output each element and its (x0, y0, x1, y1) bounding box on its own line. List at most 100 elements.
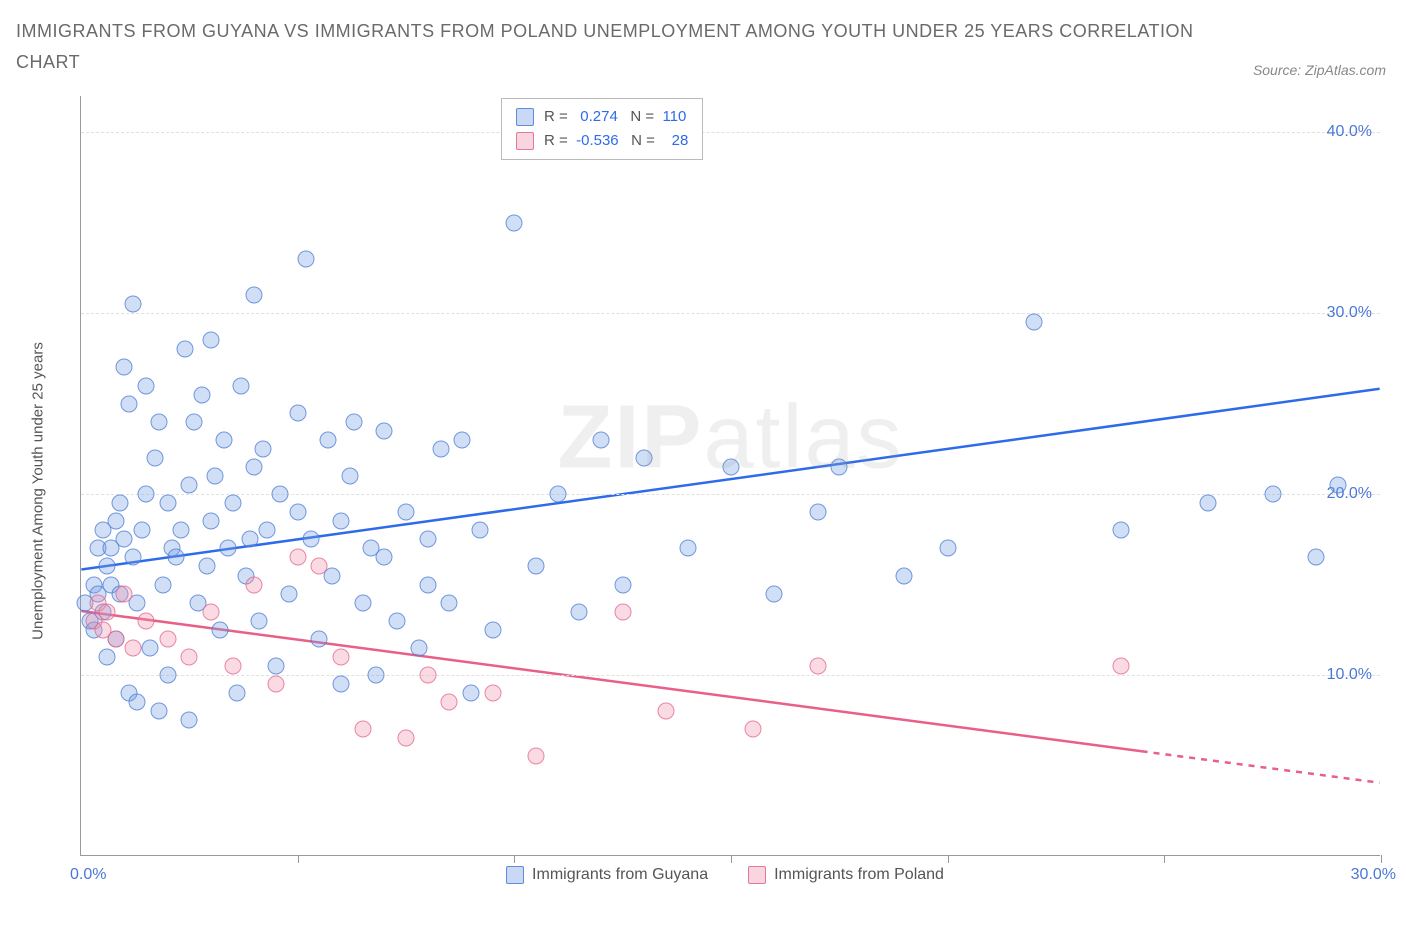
data-point-guyana (99, 558, 116, 575)
data-point-guyana (463, 685, 480, 702)
legend-swatch-icon (516, 108, 534, 126)
data-point-guyana (333, 676, 350, 693)
legend-swatch-icon (506, 866, 524, 884)
data-point-guyana (471, 522, 488, 539)
data-point-poland (224, 658, 241, 675)
data-point-poland (614, 603, 631, 620)
data-point-guyana (302, 531, 319, 548)
data-point-guyana (1199, 495, 1216, 512)
source-label: Source: ZipAtlas.com (1253, 62, 1386, 78)
data-point-guyana (107, 513, 124, 530)
data-point-guyana (1329, 477, 1346, 494)
data-point-guyana (172, 522, 189, 539)
data-point-guyana (185, 413, 202, 430)
data-point-guyana (125, 549, 142, 566)
series-legend-item-guyana: Immigrants from Guyana (506, 866, 708, 884)
data-point-poland (528, 748, 545, 765)
data-point-poland (246, 576, 263, 593)
y-tick-label: 10.0% (1327, 666, 1372, 684)
data-point-guyana (233, 377, 250, 394)
data-point-guyana (207, 468, 224, 485)
data-point-guyana (229, 685, 246, 702)
data-point-guyana (549, 486, 566, 503)
data-point-guyana (142, 639, 159, 656)
data-point-guyana (614, 576, 631, 593)
y-tick-label: 40.0% (1327, 123, 1372, 141)
data-point-guyana (289, 504, 306, 521)
data-point-guyana (112, 495, 129, 512)
data-point-guyana (138, 377, 155, 394)
data-point-guyana (116, 359, 133, 376)
x-tick (298, 855, 299, 863)
data-point-guyana (198, 558, 215, 575)
data-point-guyana (255, 440, 272, 457)
data-point-guyana (441, 594, 458, 611)
data-point-poland (419, 667, 436, 684)
data-point-guyana (151, 413, 168, 430)
data-point-guyana (341, 468, 358, 485)
data-point-poland (116, 585, 133, 602)
data-point-guyana (151, 703, 168, 720)
legend-row-poland: R = -0.536 N = 28 (516, 129, 688, 153)
data-point-poland (1113, 658, 1130, 675)
data-point-guyana (268, 658, 285, 675)
regression-line-guyana (81, 389, 1379, 570)
legend-row-guyana: R = 0.274 N = 110 (516, 105, 688, 129)
y-axis-title: Unemployment Among Youth under 25 years (30, 342, 47, 640)
data-point-guyana (432, 440, 449, 457)
data-point-guyana (320, 431, 337, 448)
data-point-guyana (896, 567, 913, 584)
data-point-poland (181, 648, 198, 665)
data-point-poland (333, 648, 350, 665)
data-point-guyana (376, 549, 393, 566)
data-point-guyana (831, 458, 848, 475)
data-point-guyana (194, 386, 211, 403)
series-legend-label: Immigrants from Poland (774, 866, 944, 884)
series-legend-item-poland: Immigrants from Poland (748, 866, 944, 884)
data-point-guyana (419, 576, 436, 593)
data-point-guyana (723, 458, 740, 475)
data-point-guyana (246, 287, 263, 304)
x-tick (514, 855, 515, 863)
data-point-guyana (259, 522, 276, 539)
data-point-guyana (1026, 314, 1043, 331)
data-point-guyana (159, 667, 176, 684)
data-point-poland (125, 639, 142, 656)
data-point-poland (441, 694, 458, 711)
data-point-guyana (289, 404, 306, 421)
data-point-poland (311, 558, 328, 575)
data-point-guyana (181, 477, 198, 494)
data-point-poland (203, 603, 220, 620)
data-point-poland (268, 676, 285, 693)
data-point-guyana (411, 639, 428, 656)
legend-text: R = 0.274 N = 110 (544, 105, 686, 129)
data-point-guyana (333, 513, 350, 530)
data-point-guyana (181, 712, 198, 729)
x-tick (1381, 855, 1382, 863)
data-point-guyana (250, 612, 267, 629)
correlation-legend-box: R = 0.274 N = 110R = -0.536 N = 28 (501, 98, 703, 160)
x-tick (1164, 855, 1165, 863)
data-point-guyana (246, 458, 263, 475)
data-point-guyana (120, 395, 137, 412)
data-point-guyana (419, 531, 436, 548)
data-point-guyana (766, 585, 783, 602)
series-legend: Immigrants from Guyana Immigrants from Po… (60, 866, 1390, 889)
data-point-poland (99, 603, 116, 620)
chart-container: Unemployment Among Youth under 25 years … (60, 96, 1390, 886)
data-point-poland (159, 630, 176, 647)
data-point-guyana (99, 648, 116, 665)
data-point-guyana (528, 558, 545, 575)
series-legend-label: Immigrants from Guyana (532, 866, 708, 884)
x-tick (948, 855, 949, 863)
data-point-guyana (1308, 549, 1325, 566)
data-point-guyana (354, 594, 371, 611)
regression-line-poland (81, 611, 1141, 751)
data-point-guyana (367, 667, 384, 684)
data-point-guyana (146, 449, 163, 466)
data-point-poland (658, 703, 675, 720)
data-point-guyana (203, 513, 220, 530)
gridline (81, 132, 1380, 133)
data-point-guyana (939, 540, 956, 557)
data-point-guyana (159, 495, 176, 512)
